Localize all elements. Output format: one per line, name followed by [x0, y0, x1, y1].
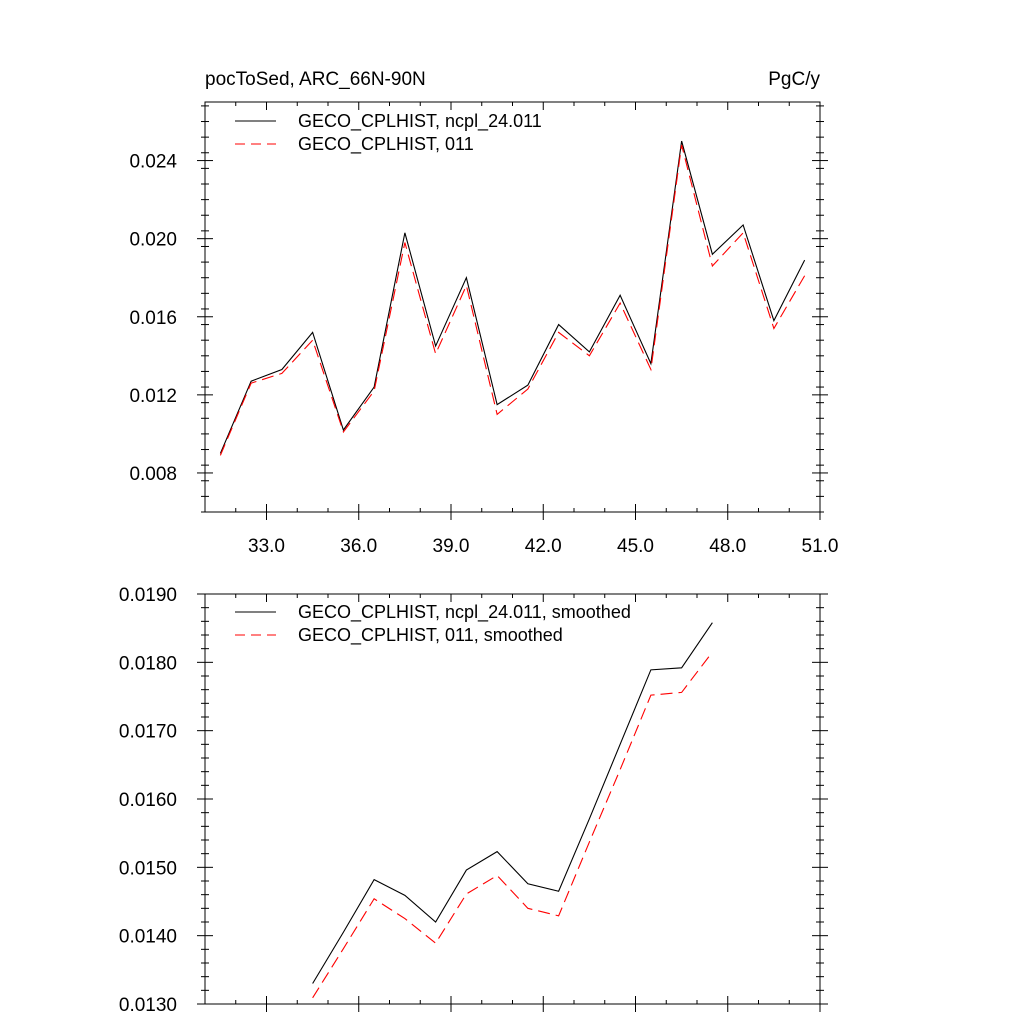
top-x-tick-label: 48.0	[709, 536, 746, 557]
top-series-lines	[219, 140, 806, 456]
top-y-tick-label: 0.024	[129, 152, 177, 173]
top-series-line-1	[219, 144, 806, 456]
top-y-tick-label: 0.020	[129, 230, 177, 251]
top-x-tick-label: 51.0	[802, 536, 839, 557]
bottom-legend-label-1: GECO_CPLHIST, 011, smoothed	[298, 625, 563, 646]
bottom-legend-label-0: GECO_CPLHIST, ncpl_24.011, smoothed	[298, 602, 631, 623]
top-y-tick-label: 0.016	[129, 308, 177, 329]
top-x-tick-label: 45.0	[617, 536, 654, 557]
bottom-series-lines	[312, 622, 713, 999]
bottom-y-tick-label: 0.0130	[119, 995, 177, 1016]
top-y-tick-label: 0.012	[129, 386, 177, 407]
top-x-tick-label: 39.0	[433, 536, 470, 557]
bottom-plot-frame	[204, 593, 821, 1005]
top-chart-units: PgC/y	[768, 69, 820, 90]
bottom-y-tick-label: 0.0140	[119, 927, 177, 948]
bottom-series-line-1	[312, 651, 713, 999]
top-axis-ticks: 33.0 36.0 39.0 42.0 45.0 48.0 51.0 0.008 0.012 0.…	[129, 102, 838, 557]
top-x-tick-label: 42.0	[525, 536, 562, 557]
top-legend-label-1: GECO_CPLHIST, 011	[298, 134, 474, 155]
bottom-y-tick-label: 0.0180	[119, 653, 177, 674]
top-y-tick-label: 0.008	[129, 464, 177, 485]
top-legend-label-0: GECO_CPLHIST, ncpl_24.011	[298, 111, 542, 132]
bottom-legend: GECO_CPLHIST, ncpl_24.011, smoothed GECO…	[235, 602, 631, 646]
bottom-y-tick-label: 0.0150	[119, 858, 177, 879]
top-x-tick-label: 33.0	[248, 536, 285, 557]
top-plot-frame	[204, 101, 821, 513]
bottom-chart-panel: 0.0130 0.0140 0.0150 0.0160 0.0170 0.0180 0.01…	[119, 585, 828, 1016]
bottom-y-tick-label: 0.0160	[119, 790, 177, 811]
top-series-line-0	[219, 140, 806, 454]
top-x-tick-label: 36.0	[340, 536, 377, 557]
top-chart-title: pocToSed, ARC_66N-90N	[205, 69, 426, 90]
bottom-y-tick-label: 0.0190	[119, 585, 177, 606]
bottom-axis-ticks: 0.0130 0.0140 0.0150 0.0160 0.0170 0.0180 0.01…	[119, 585, 828, 1016]
bottom-series-line-0	[312, 622, 713, 984]
top-legend: GECO_CPLHIST, ncpl_24.011 GECO_CPLHIST, …	[235, 111, 542, 155]
bottom-y-tick-label: 0.0170	[119, 722, 177, 743]
top-chart-panel: pocToSed, ARC_66N-90N PgC/y 33.0 36.0 39.0…	[129, 69, 838, 557]
